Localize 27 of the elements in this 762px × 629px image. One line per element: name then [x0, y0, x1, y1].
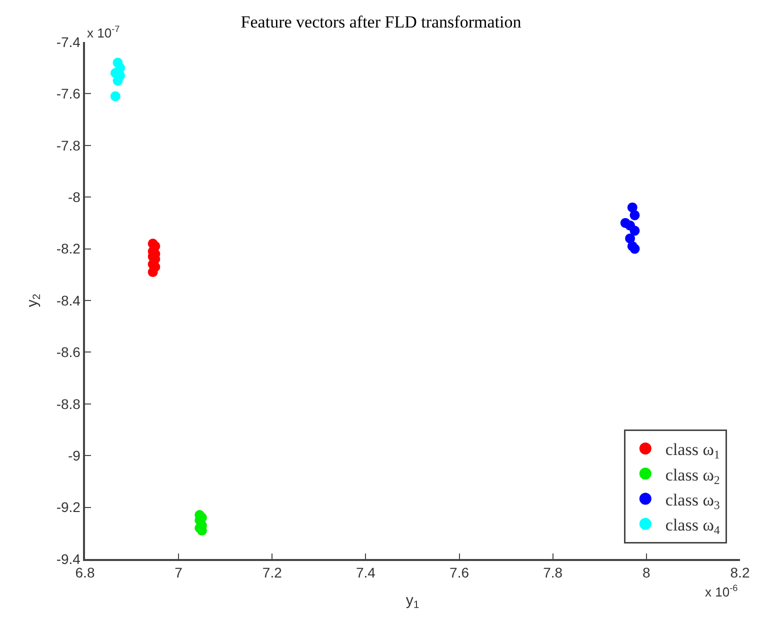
legend-label: class ω$_{2}$: [665, 465, 720, 487]
y-tick-label: -7.8: [56, 137, 81, 154]
chart-title: Feature vectors after FLD transformation: [240, 12, 522, 32]
x-tick-label: 8.2: [730, 564, 750, 581]
legend-label: class ω$_{1}$: [665, 440, 720, 462]
x-tick-label: 8: [642, 564, 651, 581]
y-tick-label: -8: [68, 189, 81, 205]
y-tick-label: -8.8: [56, 396, 81, 412]
text: x 10$^{-7}$: [87, 24, 120, 40]
x-tick-label: 7.8: [543, 564, 563, 581]
x-tick-label: 6.8: [75, 564, 95, 581]
y-tick-label: -8.2: [56, 240, 81, 257]
y-tick-label: -8.6: [56, 344, 81, 360]
x-tick-label: 7.6: [450, 564, 470, 581]
y-tick-label: -7.6: [56, 86, 81, 102]
y-tick-label: -9.2: [56, 499, 81, 516]
x-tick-label: 7.4: [356, 564, 376, 581]
x-tick-label: 7: [174, 564, 183, 581]
legend-label: class ω$_{4}$: [665, 515, 720, 538]
y-tick-label: -9: [68, 448, 81, 464]
y-tick-label: -9.4: [56, 550, 81, 567]
legend-label: class ω$_{3}$: [665, 490, 720, 512]
x-tick-label: 7.2: [262, 564, 282, 581]
x-axis-title: y$_{1}$: [406, 592, 420, 612]
text: x 10$^{-6}$: [705, 583, 738, 600]
y-tick-label: -7.4: [56, 34, 81, 50]
y-tick-label: -8.4: [56, 292, 81, 308]
